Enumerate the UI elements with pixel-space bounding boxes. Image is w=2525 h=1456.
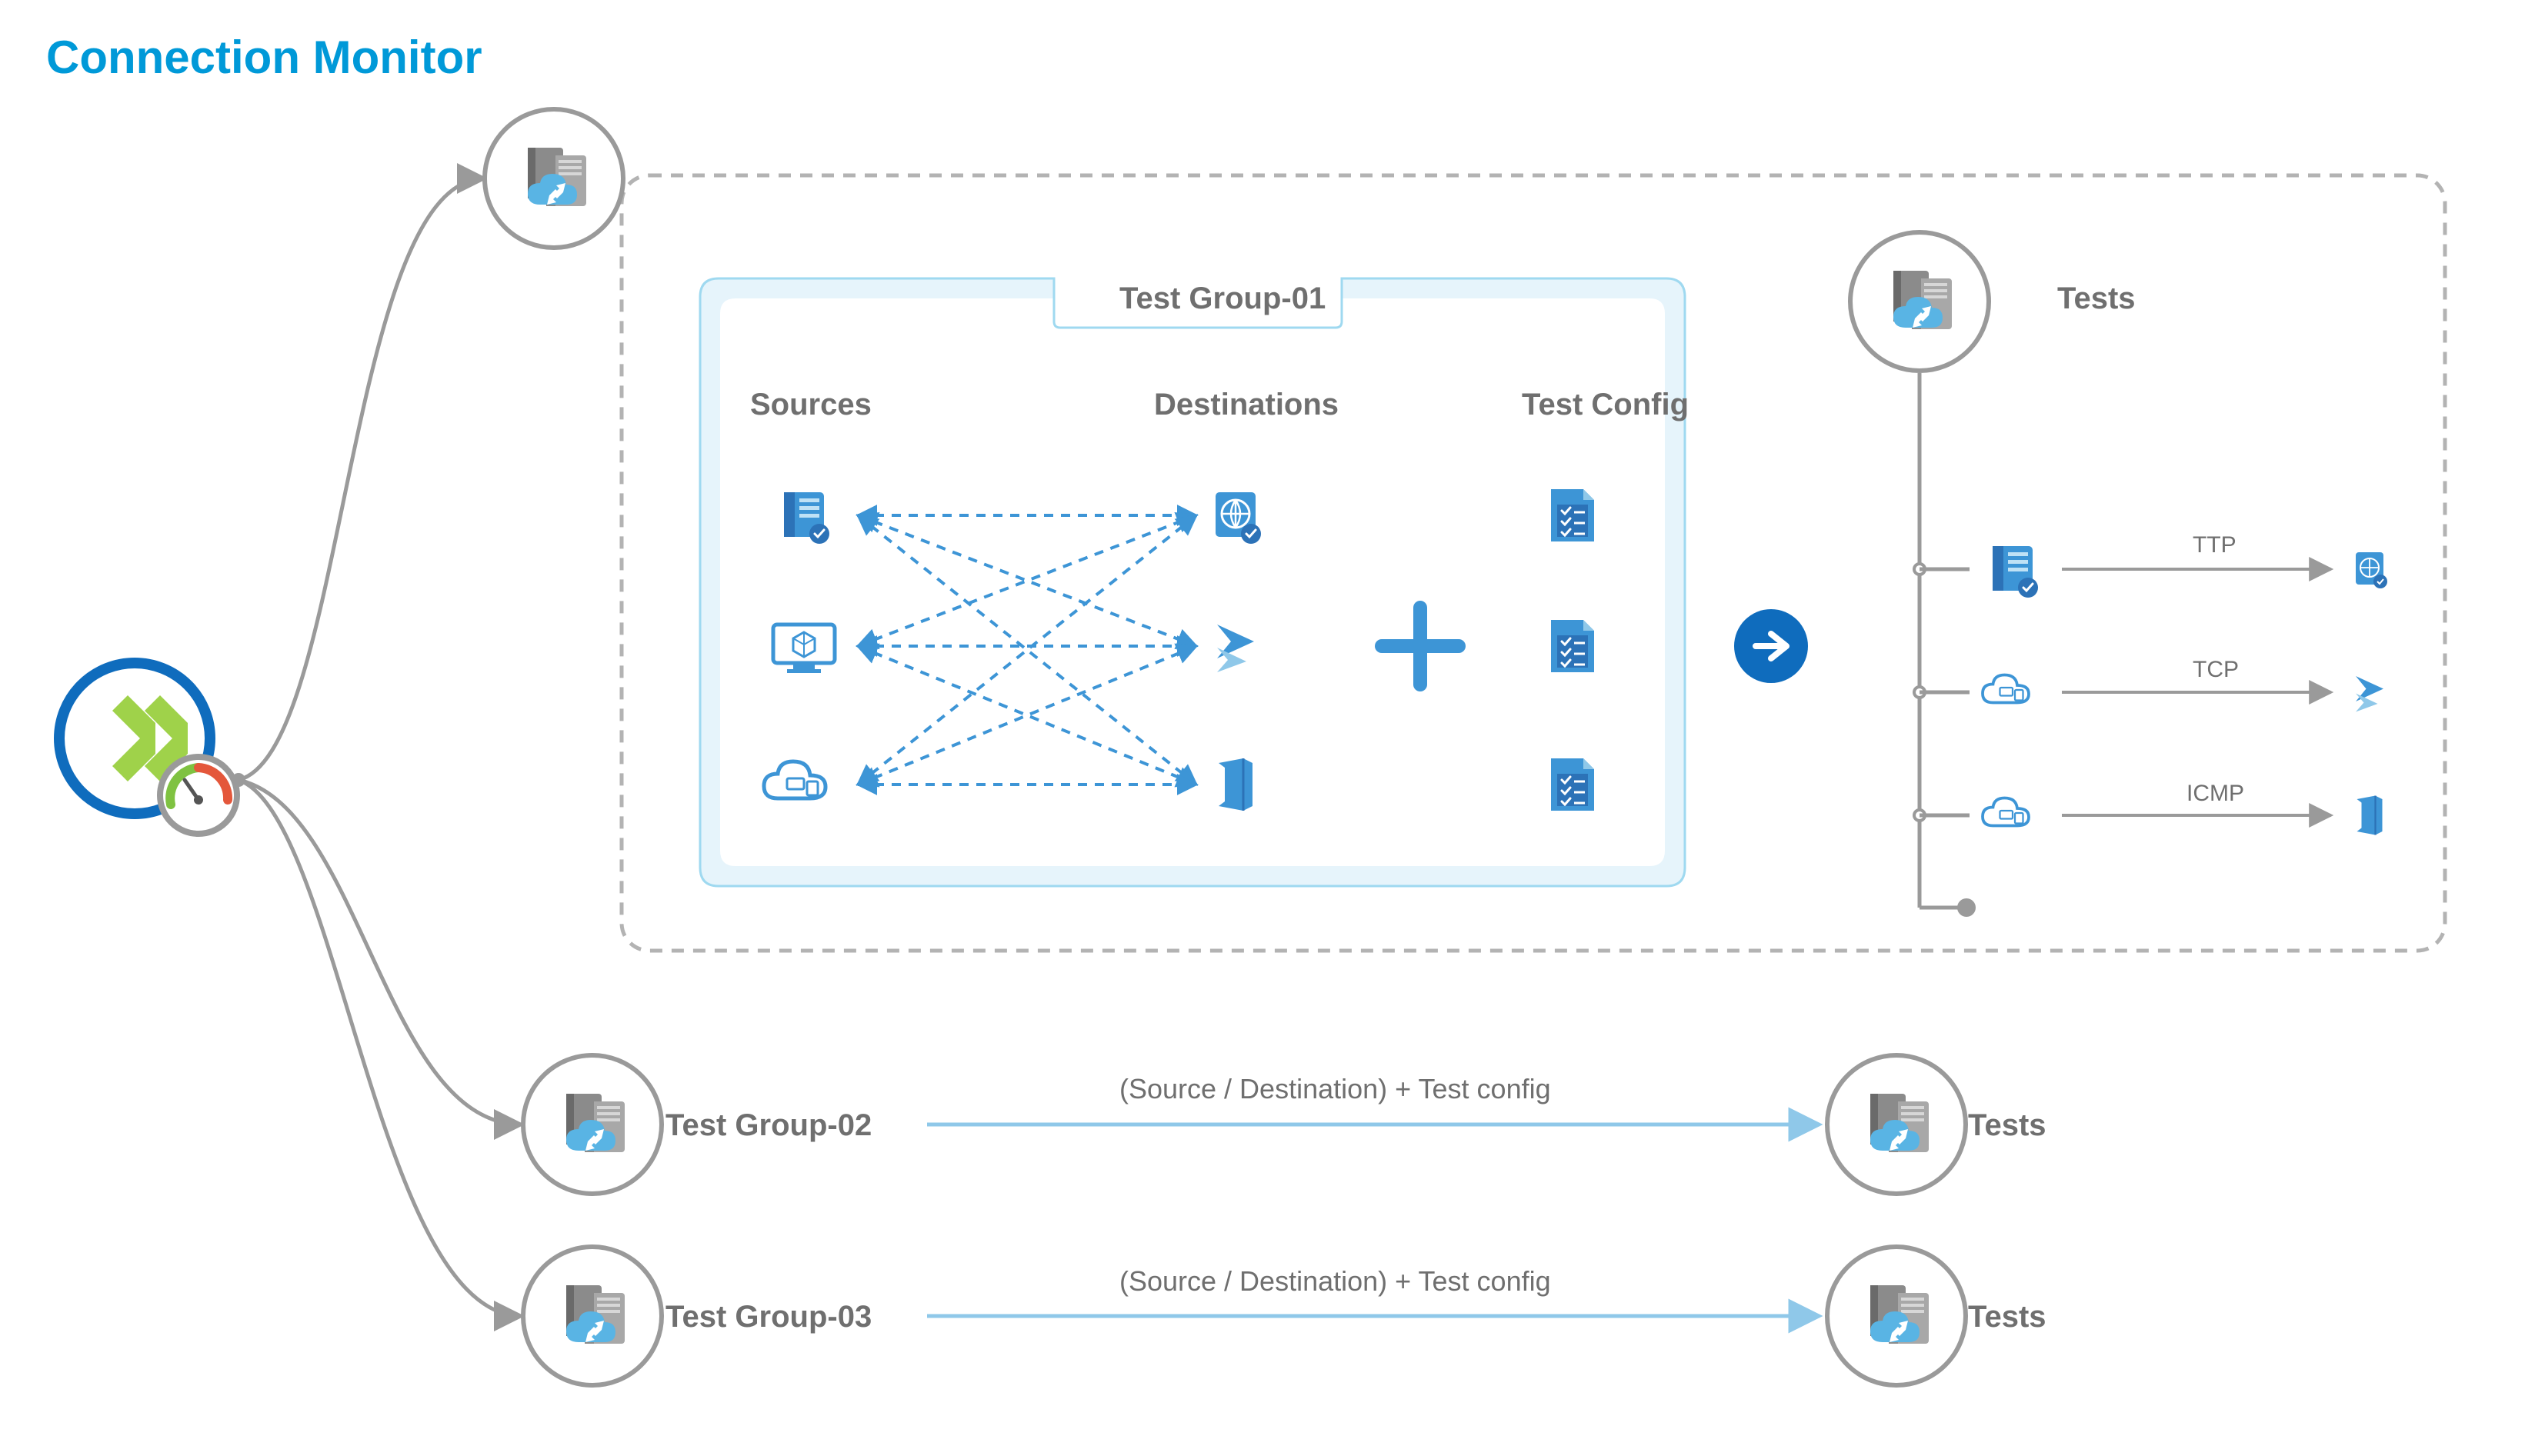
label-test-group-02: Test Group-02 bbox=[665, 1108, 872, 1143]
cfg-1-icon bbox=[1551, 489, 1594, 541]
node-tests-top bbox=[1850, 232, 1989, 371]
tests-row-1 bbox=[1993, 546, 2387, 598]
test-group-01-frame bbox=[700, 278, 1685, 886]
tests-row-2 bbox=[1983, 675, 2383, 712]
label-destinations: Destinations bbox=[1154, 388, 1339, 422]
tests-tree bbox=[1914, 373, 1976, 917]
node-tg2 bbox=[523, 1055, 662, 1194]
branch-1-curve bbox=[238, 178, 485, 780]
cfg-2-icon bbox=[1551, 620, 1594, 672]
gauge-icon bbox=[160, 757, 237, 834]
label-test-group-01: Test Group-01 bbox=[1119, 282, 1326, 316]
branch-3-curve bbox=[238, 780, 522, 1316]
arrow-circle-icon bbox=[1734, 609, 1808, 683]
label-row3-text: (Source / Destination) + Test config bbox=[1119, 1265, 1551, 1298]
label-tests-03: Tests bbox=[1968, 1300, 2046, 1334]
label-sources: Sources bbox=[750, 388, 872, 422]
page-title: Connection Monitor bbox=[46, 31, 482, 84]
cfg-3-icon bbox=[1551, 758, 1594, 811]
label-test-group-03: Test Group-03 bbox=[665, 1300, 872, 1334]
node-tg3 bbox=[523, 1247, 662, 1385]
tests-row-3 bbox=[1983, 796, 2383, 835]
node-tests-03 bbox=[1827, 1247, 1966, 1385]
dest-1-icon bbox=[1216, 492, 1261, 544]
source-1-icon bbox=[784, 492, 829, 544]
node-top bbox=[485, 109, 623, 248]
node-tests-02 bbox=[1827, 1055, 1966, 1194]
label-ttp: TTP bbox=[2193, 532, 2236, 558]
branch-2-curve bbox=[238, 780, 522, 1124]
label-row2-text: (Source / Destination) + Test config bbox=[1119, 1073, 1551, 1105]
label-tcp: TCP bbox=[2193, 657, 2239, 683]
label-tests-02: Tests bbox=[1968, 1108, 2046, 1143]
label-test-config: Test Config bbox=[1522, 388, 1689, 422]
label-icmp: ICMP bbox=[2186, 781, 2244, 807]
label-tests-top: Tests bbox=[2057, 282, 2136, 316]
